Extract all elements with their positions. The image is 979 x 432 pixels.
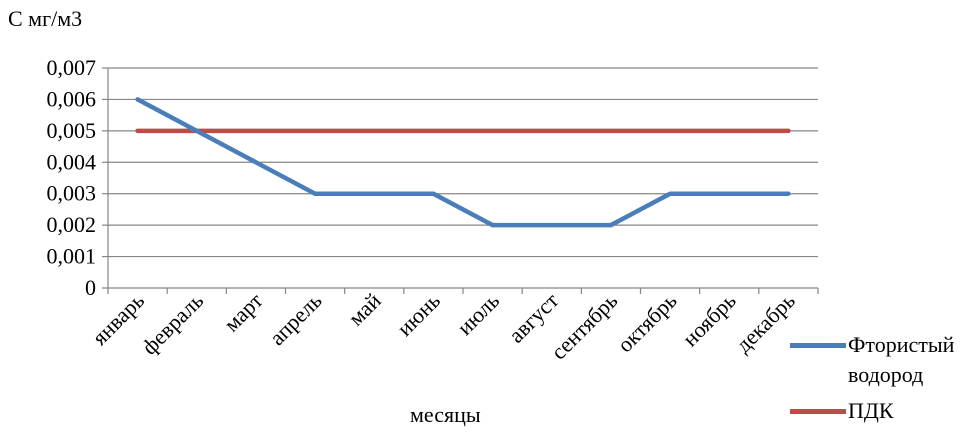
x-tick-label: апрель — [264, 288, 326, 350]
y-axis-label: С мг/м3 — [8, 6, 83, 31]
legend-label-hf: Фтористый водород — [848, 332, 955, 387]
series-line-hf — [135, 97, 791, 228]
x-tick-label: март — [219, 288, 268, 337]
legend: Фтористый водород ПДК — [790, 330, 979, 432]
y-tick-label: 0,004 — [47, 149, 97, 174]
legend-swatch-pdk — [790, 409, 846, 414]
x-axis-label: месяцы — [410, 402, 481, 427]
x-tick-label: октябрь — [612, 288, 681, 357]
legend-label-pdk: ПДК — [848, 398, 894, 423]
x-tick-label: июнь — [392, 288, 445, 341]
grid-lines — [108, 67, 818, 258]
y-tick-labels: 0 0,001 0,002 0,003 0,004 0,005 0,006 0,007 — [47, 55, 97, 300]
series-lines — [135, 97, 791, 228]
x-tick-label: июль — [452, 288, 504, 340]
y-tick-label: 0,003 — [47, 181, 97, 206]
y-tick-label: 0,005 — [47, 118, 97, 143]
y-tick-label: 0,001 — [47, 244, 97, 269]
axes — [102, 67, 819, 294]
y-tick-label: 0 — [85, 275, 96, 300]
legend-swatch-hf — [790, 343, 846, 348]
x-tick-label: сентябрь — [546, 288, 623, 365]
x-tick-label: май — [343, 288, 386, 331]
y-tick-label: 0,006 — [47, 86, 97, 111]
legend-item-pdk: ПДК — [790, 396, 979, 426]
x-tick-label: февраль — [137, 288, 209, 360]
legend-item-hf: Фтористый водород — [790, 330, 979, 390]
y-tick-label: 0,007 — [47, 55, 97, 80]
y-tick-label: 0,002 — [47, 212, 97, 237]
